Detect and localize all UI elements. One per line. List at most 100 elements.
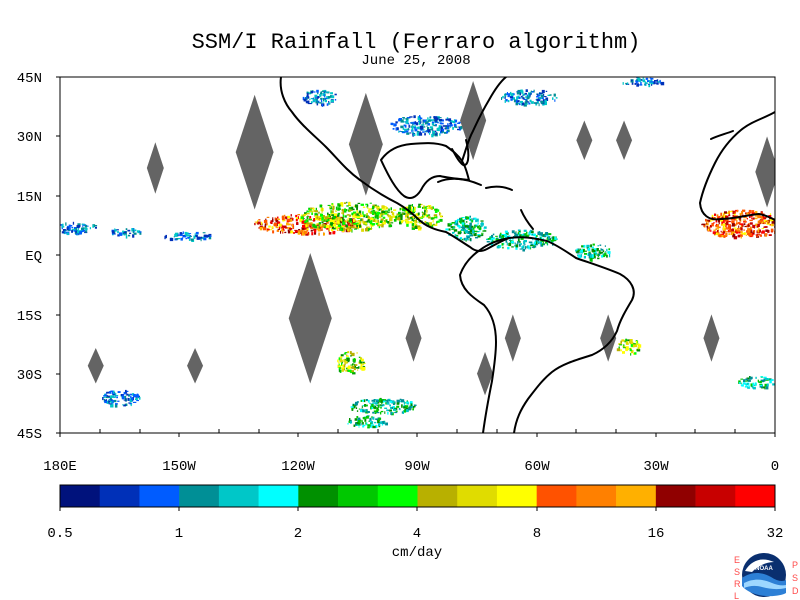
rain-pixel bbox=[378, 226, 381, 229]
rain-pixel bbox=[530, 230, 533, 232]
rain-pixel bbox=[392, 128, 395, 130]
rain-pixel bbox=[117, 400, 120, 402]
rain-pixel bbox=[639, 84, 643, 86]
rain-pixel bbox=[317, 97, 319, 99]
rain-pixel bbox=[526, 234, 529, 238]
rain-pixel bbox=[722, 223, 726, 227]
logo-right-letter-s: S bbox=[792, 573, 798, 583]
rain-pixel bbox=[513, 232, 517, 235]
rain-pixel bbox=[322, 98, 325, 102]
rain-pixel bbox=[103, 396, 106, 398]
rain-pixel bbox=[716, 214, 719, 218]
rain-pixel bbox=[377, 404, 380, 408]
rain-pixel bbox=[446, 117, 449, 120]
rain-pixel bbox=[295, 214, 298, 218]
rain-pixel bbox=[511, 246, 514, 248]
rain-pixel bbox=[427, 127, 430, 130]
rain-pixel bbox=[759, 383, 762, 385]
rain-pixel bbox=[405, 405, 409, 408]
rain-pixel bbox=[378, 209, 381, 211]
rain-pixel bbox=[405, 409, 409, 413]
rain-pixel bbox=[391, 212, 395, 216]
rain-pixel bbox=[462, 219, 465, 223]
rain-pixel bbox=[378, 224, 382, 226]
rain-pixel bbox=[82, 223, 84, 227]
rain-pixel bbox=[731, 228, 735, 232]
rain-pixel bbox=[405, 206, 409, 209]
rain-pixel bbox=[344, 362, 346, 366]
rain-pixel bbox=[453, 123, 457, 126]
rain-pixel bbox=[519, 100, 523, 103]
rain-pixel bbox=[756, 226, 758, 228]
rain-pixel bbox=[354, 215, 358, 219]
rain-pixel bbox=[541, 89, 545, 94]
rain-pixel bbox=[335, 210, 337, 212]
rain-pixel bbox=[314, 213, 318, 216]
rain-pixel bbox=[656, 79, 659, 83]
rain-pixel bbox=[770, 228, 774, 232]
rain-pixel bbox=[354, 403, 357, 406]
rain-pixel bbox=[117, 234, 120, 237]
rain-pixel bbox=[259, 225, 263, 228]
rain-pixel bbox=[575, 249, 578, 252]
rain-pixel bbox=[378, 418, 380, 421]
rain-pixel bbox=[327, 212, 329, 216]
rain-pixel bbox=[596, 254, 600, 256]
rain-pixel bbox=[328, 96, 331, 99]
rain-pixel bbox=[322, 101, 324, 104]
rain-pixel bbox=[522, 93, 526, 96]
minor-lon-ticks bbox=[99, 429, 736, 433]
missing-swath-14 bbox=[477, 351, 494, 396]
rain-pixel bbox=[421, 211, 423, 213]
missing-swath-13 bbox=[703, 314, 720, 362]
rain-pixel bbox=[424, 221, 427, 224]
rain-pixel bbox=[351, 365, 355, 369]
rain-pixel bbox=[447, 123, 449, 126]
rain-pixel bbox=[61, 223, 64, 227]
rain-pixel bbox=[593, 254, 596, 258]
rain-pixel bbox=[474, 224, 476, 229]
rain-pixel bbox=[371, 211, 374, 215]
rain-pixel bbox=[340, 358, 342, 360]
rain-pixel bbox=[316, 216, 319, 219]
rain-pixel bbox=[759, 234, 762, 237]
rain-pixel bbox=[752, 233, 754, 237]
rain-pixel bbox=[507, 94, 510, 98]
rain-pixel bbox=[62, 229, 66, 232]
rain-pixel bbox=[424, 213, 428, 217]
rain-pixel bbox=[445, 228, 449, 231]
rain-pixel bbox=[369, 221, 373, 225]
rain-pixel bbox=[604, 245, 606, 247]
rain-pixel bbox=[523, 240, 526, 245]
rain-pixel bbox=[311, 232, 314, 236]
rain-pixel bbox=[188, 233, 192, 235]
rain-pixel bbox=[376, 407, 379, 410]
rain-pixel bbox=[395, 216, 397, 219]
rain-pixel bbox=[450, 226, 454, 228]
rain-pixel bbox=[729, 210, 733, 213]
rain-pixel bbox=[378, 425, 381, 428]
rain-pixel bbox=[434, 210, 438, 213]
rain-pixel bbox=[515, 246, 518, 250]
rain-pixel bbox=[769, 217, 772, 222]
rain-pixel bbox=[472, 230, 475, 234]
rain-pixel bbox=[312, 99, 316, 102]
rain-pixel bbox=[357, 421, 360, 424]
rain-pixel bbox=[321, 217, 324, 221]
rain-pixel bbox=[467, 230, 471, 234]
rain-pixel bbox=[303, 230, 308, 234]
rain-pixel bbox=[370, 211, 373, 214]
rain-pixel bbox=[510, 93, 514, 97]
rain-pixel bbox=[362, 409, 366, 413]
rain-pixel bbox=[411, 215, 414, 220]
rain-pixel bbox=[522, 245, 525, 249]
rain-pixel bbox=[440, 215, 442, 218]
logo-svg: E S R L NOAA P S D bbox=[734, 553, 799, 600]
rain-pixel bbox=[175, 238, 179, 240]
rain-pixel bbox=[111, 403, 114, 405]
rain-pixel bbox=[272, 230, 275, 234]
rain-pixel bbox=[322, 223, 326, 227]
rain-pixel bbox=[355, 407, 358, 409]
rain-pixel bbox=[346, 205, 349, 207]
rain-pixel bbox=[588, 255, 591, 259]
